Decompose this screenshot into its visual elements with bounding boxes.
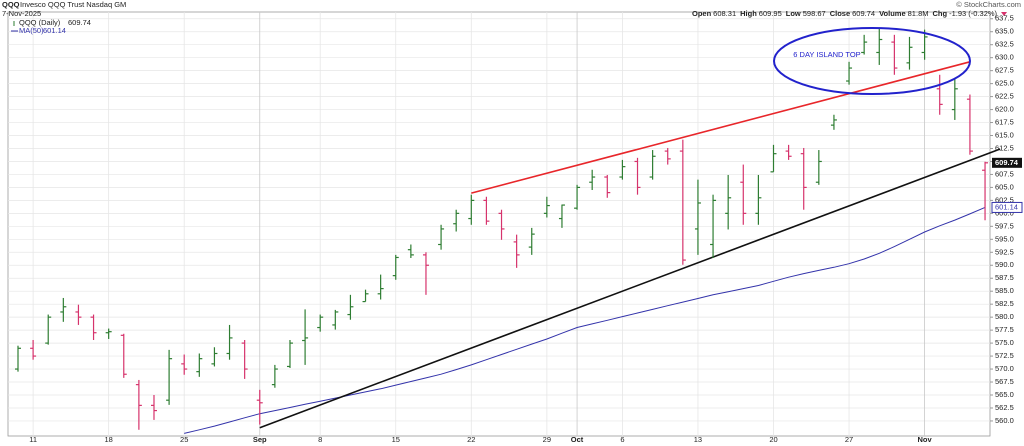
legend: QQQ (Daily) 609.74 MA(50) 601.14: [11, 18, 91, 35]
y-tick-label: 627.5: [995, 66, 1014, 75]
quote-value: 609.74: [852, 9, 875, 18]
x-tick-label: 22: [467, 435, 475, 444]
x-tick-label: 8: [318, 435, 322, 444]
y-tick-label: 622.5: [995, 92, 1014, 101]
annotation: 6 DAY ISLAND TOP: [793, 50, 860, 59]
y-tick-label: 615.0: [995, 130, 1014, 139]
last-ma-box: [991, 201, 1023, 213]
y-tick-label: 582.5: [995, 299, 1014, 308]
y-tick-label: 567.5: [995, 377, 1014, 386]
legend-value: 601.14: [43, 26, 66, 35]
quote-value: 598.67: [803, 9, 826, 18]
legend-value: 609.74: [68, 18, 91, 27]
y-tick-label: 580.0: [995, 312, 1014, 321]
ticker: QQQ: [2, 0, 20, 9]
y-tick-label: 607.5: [995, 169, 1014, 178]
x-tick-label: Sep: [253, 435, 267, 444]
quote-value: -1.93 (-0.32%): [949, 9, 997, 18]
y-tick-label: 577.5: [995, 325, 1014, 334]
y-tick-label: 625.0: [995, 79, 1014, 88]
quote-label: Low: [786, 9, 801, 18]
y-tick-label: 560.0: [995, 416, 1014, 425]
y-tick-label: 585.0: [995, 286, 1014, 295]
y-tick-label: 617.5: [995, 118, 1014, 127]
moving-average: [184, 206, 986, 434]
quote-label: Close: [830, 9, 850, 18]
y-tick-label: 572.5: [995, 351, 1014, 360]
x-tick-label: 25: [180, 435, 188, 444]
y-tick-label: 575.0: [995, 338, 1014, 347]
quote-value: 81.8M: [908, 9, 929, 18]
last-price-box: [992, 157, 1022, 168]
x-tick-label: 13: [694, 435, 702, 444]
y-tick-label: 562.5: [995, 403, 1014, 412]
copyright: © StockCharts.com: [956, 0, 1021, 9]
y-tick-label: 592.5: [995, 247, 1014, 256]
quote-label: Chg: [933, 9, 948, 18]
annotation-ellipse: [773, 27, 971, 95]
y-tick-label: 630.0: [995, 53, 1014, 62]
x-tick-label: 6: [620, 435, 624, 444]
x-tick-label: 18: [104, 435, 112, 444]
y-tick-label: 597.5: [995, 221, 1014, 230]
marks: [15, 27, 1001, 434]
y-tick-label: 620.0: [995, 105, 1014, 114]
y-tick-label: 632.5: [995, 40, 1014, 49]
legend-label: MA(50): [19, 26, 44, 35]
quote-label: High: [740, 9, 757, 18]
chart-date: 7-Nov-2025: [2, 9, 41, 18]
y-tick-label: 635.0: [995, 27, 1014, 36]
last-price-label: 609.74: [995, 158, 1019, 167]
legend-label: QQQ (Daily): [19, 18, 61, 27]
y-tick-label: 565.0: [995, 390, 1014, 399]
y-tick-label: 590.0: [995, 260, 1014, 269]
trendline: [259, 148, 1001, 429]
x-tick-label: Nov: [918, 435, 933, 444]
quote-value: 609.95: [759, 9, 782, 18]
quote: Open 608.31 High 609.95 Low 598.67 Close 609.74…: [692, 9, 1008, 18]
x-tick-label: 29: [543, 435, 551, 444]
x-tick-label: 27: [845, 435, 853, 444]
x-tick-label: 11: [29, 435, 37, 444]
quote-value: 608.31: [713, 9, 736, 18]
plot-area: [7, 11, 991, 437]
security-name: Invesco QQQ Trust Nasdaq GM: [20, 0, 126, 9]
x-tick-label: Oct: [571, 435, 584, 444]
y-tick-label: 612.5: [995, 143, 1014, 152]
y-tick-label: 602.5: [995, 195, 1014, 204]
y-tick-label: 570.0: [995, 364, 1014, 373]
y-tick-label: 637.5: [995, 14, 1014, 23]
quote-label: Volume: [879, 9, 906, 18]
trendline: [471, 61, 971, 194]
y-tick-label: 605.0: [995, 182, 1014, 191]
y-tick-label: 587.5: [995, 273, 1014, 282]
x-tick-label: 15: [392, 435, 400, 444]
change-arrow: [1001, 12, 1008, 16]
y-tick-label: 595.0: [995, 234, 1014, 243]
last-ma-label: 601.14: [995, 202, 1018, 211]
x-tick-label: 20: [769, 435, 777, 444]
quote-label: Open: [692, 9, 712, 18]
